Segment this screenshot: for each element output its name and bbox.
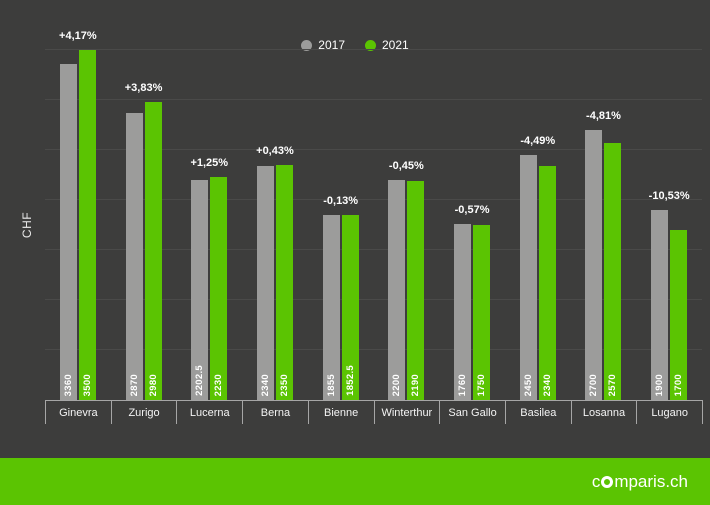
category-label: Lucerna (177, 401, 244, 424)
bar-2021: 1700 (670, 230, 688, 400)
change-label: -10,53% (648, 190, 690, 202)
logo-text-suffix: mparis.ch (614, 472, 688, 491)
bar-value-label: 2230 (213, 373, 225, 396)
bar-value-label: 3360 (62, 373, 74, 396)
bar-value-label: 2700 (588, 373, 600, 396)
change-label: -4,81% (586, 110, 621, 122)
bar-value-label: 2340 (541, 373, 553, 396)
bar-2021: 2980 (144, 102, 162, 400)
bar-group: 1760 1750 -0,57% (439, 50, 505, 400)
bar-value-label: 2570 (607, 373, 619, 396)
bar-2017: 2450 (519, 155, 537, 400)
bar-2017: 1760 (454, 224, 472, 400)
bar-value-label: 2450 (522, 373, 534, 396)
bar-value-label: 2202.5 (194, 365, 206, 396)
category-label: Losanna (572, 401, 638, 424)
bar-value-label: 2340 (259, 373, 271, 396)
category-label: Basilea (506, 401, 572, 424)
bar-value-label: 1750 (476, 373, 488, 396)
bar-value-label: 2350 (278, 373, 290, 396)
bar-2021: 2340 (538, 166, 556, 400)
bar-2017: 2340 (256, 166, 274, 400)
bar-group: 1900 1700 -10,53% (636, 50, 702, 400)
bar-2017: 2202.5 (191, 179, 209, 400)
change-label: +0,43% (256, 145, 294, 157)
change-label: -4,49% (520, 135, 556, 147)
comparis-logo: c mparis.ch (592, 473, 688, 490)
gridline (45, 99, 702, 100)
change-label: +1,25% (190, 157, 229, 169)
bar-groups: 3360 3500 +4,17% 2870 2980 +3,83% 2202.5 2230 +1… (45, 30, 702, 400)
gridline (45, 199, 702, 200)
change-label: +3,83% (124, 82, 163, 94)
bar-value-label: 1760 (457, 373, 469, 396)
bar-group: 3360 3500 +4,17% (45, 30, 111, 400)
category-label: Zurigo (112, 401, 178, 424)
bar-value-label: 2980 (147, 373, 159, 396)
bar-2017: 3360 (59, 64, 77, 400)
change-label: +4,17% (59, 30, 97, 42)
footer: c mparis.ch (0, 458, 710, 505)
bar-2017: 1900 (651, 210, 669, 400)
gridline (45, 349, 702, 350)
bar-value-label: 1700 (673, 373, 685, 396)
bar-2017: 2200 (388, 180, 406, 400)
bar-group: 2700 2570 -4,81% (571, 50, 637, 400)
category-label: Ginevra (46, 401, 112, 424)
bar-2017: 2870 (125, 113, 143, 400)
logo-o-icon (601, 475, 614, 488)
bar-value-label: 1852.5 (344, 365, 356, 396)
gridline (45, 249, 702, 250)
category-label: Lugano (637, 401, 704, 424)
bar-value-label: 2190 (410, 373, 422, 396)
change-label: -0,57% (454, 204, 490, 216)
bar-2017: 2700 (585, 130, 603, 400)
bar-2021: 2190 (407, 181, 425, 400)
bar-value-label: 1855 (325, 373, 337, 396)
category-label: Berna (243, 401, 309, 424)
x-axis: Ginevra Zurigo Lucerna Berna Bienne Winterthu… (45, 400, 704, 424)
category-label: San Gallo (440, 401, 506, 424)
gridline (45, 49, 702, 50)
bar-2021: 1852.5 (341, 214, 359, 400)
bar-2021: 2350 (275, 165, 293, 400)
bar-group: 1855 1852.5 -0,13% (308, 50, 374, 400)
category-label: Bienne (309, 401, 375, 424)
gridline (45, 299, 702, 300)
bar-2021: 3500 (78, 50, 96, 400)
gridline (45, 149, 702, 150)
category-label: Winterthur (375, 401, 441, 424)
bar-group: 2202.5 2230 +1,25% (176, 50, 242, 400)
bar-group: 2870 2980 +3,83% (111, 50, 177, 400)
bar-value-label: 1900 (654, 373, 666, 396)
bar-value-label: 3500 (81, 373, 93, 396)
change-label: -0,13% (323, 194, 359, 207)
change-label: -0,45% (388, 160, 424, 172)
y-axis-label: CHF (20, 211, 35, 239)
bar-value-label: 2870 (128, 373, 140, 396)
bar-2021: 2230 (210, 177, 228, 400)
bar-value-label: 2200 (391, 373, 403, 396)
bar-2017: 1855 (322, 214, 340, 400)
bar-2021: 2570 (604, 143, 622, 400)
bar-group: 2450 2340 -4,49% (505, 50, 571, 400)
bar-group: 2340 2350 +0,43% (242, 50, 308, 400)
bar-2021: 1750 (473, 225, 491, 400)
bar-group: 2200 2190 -0,45% (374, 50, 440, 400)
plot-area (45, 49, 702, 400)
logo-text-prefix: c (591, 472, 601, 491)
